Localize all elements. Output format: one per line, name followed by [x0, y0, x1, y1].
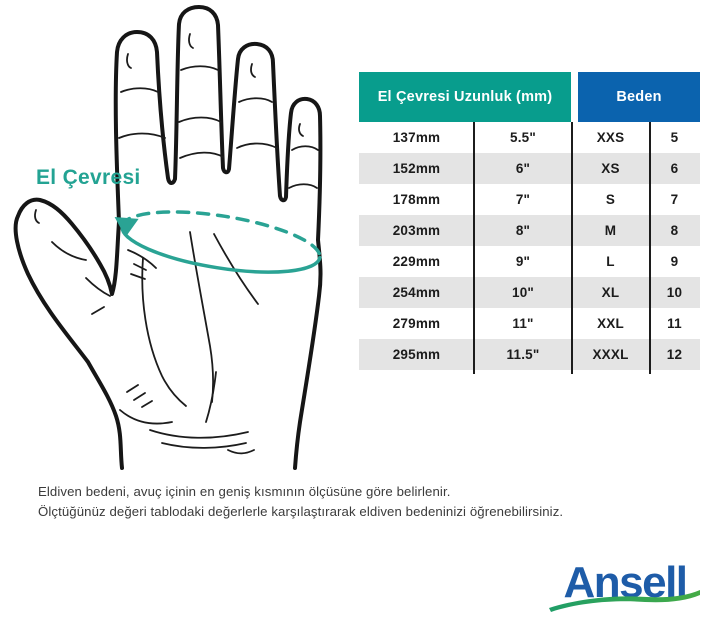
table-row: 152mm 6" XS 6 — [359, 153, 700, 184]
measure-band-solid-arc — [120, 224, 322, 274]
cell-size-letter: XXXL — [592, 347, 629, 362]
hand-outline — [13, 5, 323, 470]
instructions-line-2: Ölçtüğünüz değeri tablodaki değerlerle k… — [38, 504, 564, 519]
cell-size-number: 5 — [670, 130, 679, 145]
cell-inch: 5.5" — [510, 130, 536, 145]
measure-band-arrowhead-icon — [114, 217, 139, 238]
column-divider — [649, 122, 651, 374]
cell-size-number: 11 — [667, 316, 682, 331]
measurement-header: El Çevresi Uzunluk (mm) — [359, 72, 571, 122]
cell-size-letter: XXL — [597, 316, 624, 331]
cell-inch: 11" — [512, 316, 534, 331]
cell-size-letter: XS — [601, 161, 620, 176]
cell-size-letter: XXS — [596, 130, 625, 145]
cell-mm: 254mm — [392, 285, 441, 300]
table-row: 178mm 7" S 7 — [359, 184, 700, 215]
table-row: 279mm 11" XXL 11 — [359, 308, 700, 339]
size-table-header: El Çevresi Uzunluk (mm) Beden — [359, 72, 700, 122]
cell-size-number: 9 — [670, 254, 679, 269]
cell-size-letter: S — [605, 192, 616, 207]
cell-mm: 229mm — [392, 254, 441, 269]
cell-mm: 279mm — [392, 316, 441, 331]
cell-size-number: 12 — [666, 347, 683, 362]
cell-size-number: 10 — [666, 285, 683, 300]
table-row: 295mm 11.5" XXXL 12 — [359, 339, 700, 370]
cell-size-number: 7 — [670, 192, 679, 207]
hand-illustration — [13, 5, 323, 470]
cell-size-letter: L — [606, 254, 615, 269]
table-row: 203mm 8" M 8 — [359, 215, 700, 246]
measure-band-dashed-arc — [120, 210, 322, 260]
cell-mm: 178mm — [392, 192, 441, 207]
instructions-text: Eldiven bedeni, avuç içinin en geniş kıs… — [38, 482, 563, 522]
cell-size-number: 8 — [670, 223, 679, 238]
logo-swoosh — [549, 590, 700, 612]
hand-circumference-label: El Çevresi — [36, 166, 141, 189]
cell-inch: 9" — [515, 254, 531, 269]
instructions-line-1: Eldiven bedeni, avuç içinin en geniş kıs… — [38, 484, 451, 499]
cell-mm: 295mm — [392, 347, 441, 362]
column-divider — [571, 122, 573, 374]
measure-band — [114, 210, 322, 274]
cell-mm: 152mm — [392, 161, 441, 176]
cell-inch: 7" — [515, 192, 531, 207]
cell-inch: 8" — [515, 223, 531, 238]
cell-inch: 6" — [515, 161, 531, 176]
cell-mm: 203mm — [392, 223, 441, 238]
cell-mm: 137mm — [392, 130, 441, 145]
cell-size-letter: M — [604, 223, 617, 238]
table-row: 137mm 5.5" XXS 5 — [359, 122, 700, 153]
table-row: 254mm 10" XL 10 — [359, 277, 700, 308]
cell-size-number: 6 — [670, 161, 679, 176]
size-table: El Çevresi Uzunluk (mm) Beden 137mm 5.5"… — [359, 72, 700, 374]
size-table-body: 137mm 5.5" XXS 5 152mm 6" XS 6 178mm 7" … — [359, 122, 700, 374]
size-header: Beden — [578, 72, 700, 122]
cell-size-letter: XL — [601, 285, 620, 300]
ansell-logo: Ansell — [549, 558, 700, 612]
cell-inch: 10" — [511, 285, 535, 300]
table-row: 229mm 9" L 9 — [359, 246, 700, 277]
column-divider — [473, 122, 475, 374]
cell-inch: 11.5" — [506, 347, 540, 362]
